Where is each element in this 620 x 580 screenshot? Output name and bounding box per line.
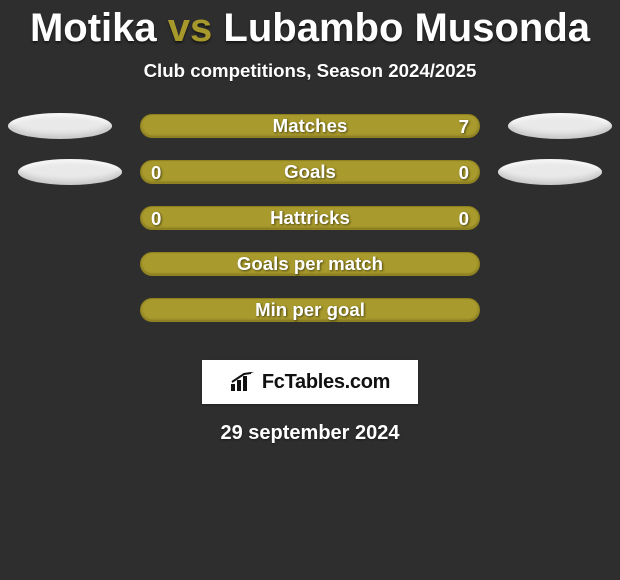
stat-value-right: 0 xyxy=(459,207,469,231)
stat-bar: Matches 7 xyxy=(140,114,480,138)
stat-value-left: 0 xyxy=(151,207,161,231)
stat-label: Min per goal xyxy=(255,299,365,321)
logo-text: FcTables.com xyxy=(262,371,390,394)
stat-label: Hattricks xyxy=(270,207,350,229)
page-title: Motika vs Lubambo Musonda xyxy=(0,0,620,50)
title-player-b: Lubambo Musonda xyxy=(223,6,590,50)
stat-row-goals: 0 Goals 0 xyxy=(0,160,620,206)
subtitle: Club competitions, Season 2024/2025 xyxy=(0,60,620,82)
stat-row-hattricks: 0 Hattricks 0 xyxy=(0,206,620,252)
stat-bar: 0 Goals 0 xyxy=(140,160,480,184)
stat-value-left: 0 xyxy=(151,161,161,185)
stat-value-right: 0 xyxy=(459,161,469,185)
stat-label: Goals xyxy=(284,161,336,183)
stat-row-matches: Matches 7 xyxy=(0,114,620,160)
stat-bar: Goals per match xyxy=(140,252,480,276)
stat-row-gpm: Goals per match xyxy=(0,252,620,298)
stats-area: Matches 7 0 Goals 0 0 Hattricks 0 Goals … xyxy=(0,114,620,344)
blob-right xyxy=(508,113,612,139)
stat-value-right: 7 xyxy=(459,115,469,139)
stat-label: Matches xyxy=(273,115,348,137)
title-vs: vs xyxy=(168,6,213,50)
logo-box[interactable]: FcTables.com xyxy=(202,360,418,404)
stat-bar: 0 Hattricks 0 xyxy=(140,206,480,230)
title-player-a: Motika xyxy=(30,6,157,50)
blob-left xyxy=(18,159,122,185)
stat-bar: Min per goal xyxy=(140,298,480,322)
date-line: 29 september 2024 xyxy=(0,422,620,445)
blob-left xyxy=(8,113,112,139)
chart-icon xyxy=(230,372,256,392)
stat-label: Goals per match xyxy=(237,253,383,275)
blob-right xyxy=(498,159,602,185)
stat-row-mpg: Min per goal xyxy=(0,298,620,344)
